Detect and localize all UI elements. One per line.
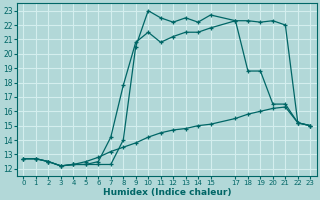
X-axis label: Humidex (Indice chaleur): Humidex (Indice chaleur) <box>103 188 231 197</box>
